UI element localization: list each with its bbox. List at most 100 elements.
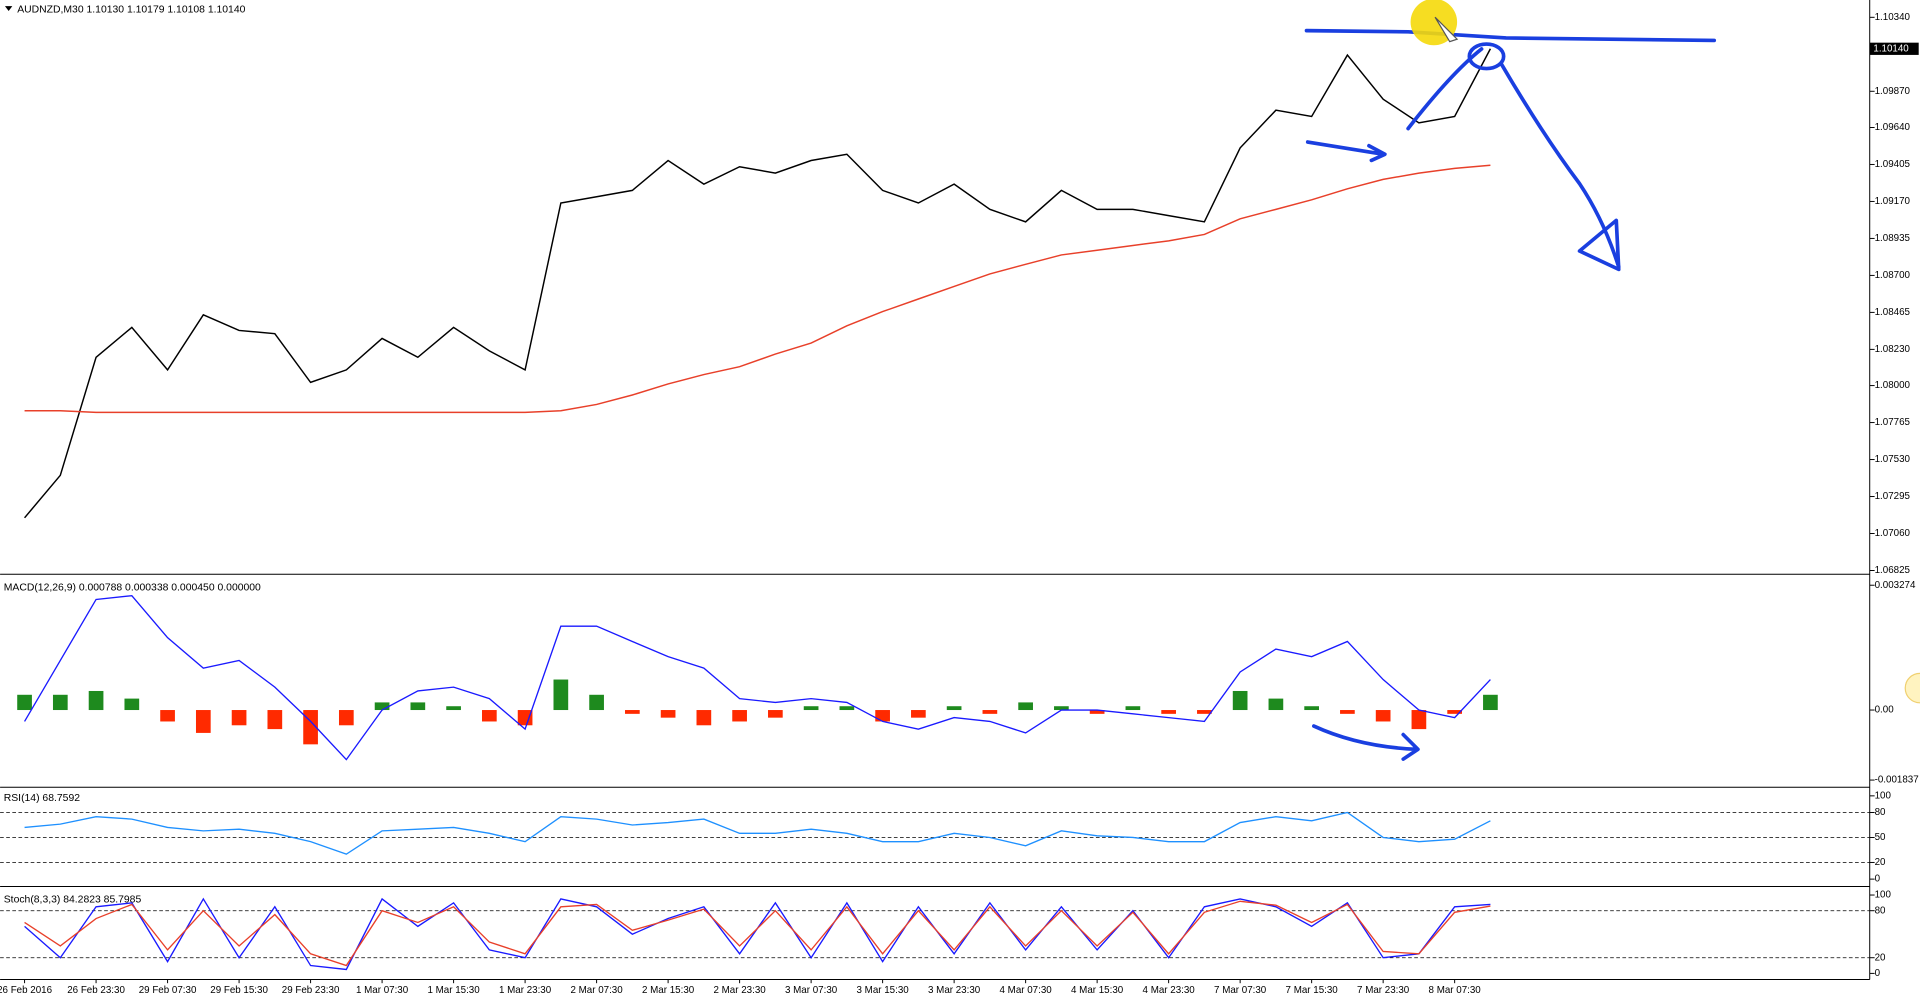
x-tick-label: 29 Feb 15:30	[210, 985, 268, 996]
x-tick-label: 7 Mar 15:30	[1286, 985, 1339, 996]
y-tick-label: 1.09405	[1875, 159, 1911, 170]
histogram-bar	[553, 679, 569, 711]
histogram-bar	[696, 710, 712, 726]
y-tick-label: 1.07765	[1875, 417, 1911, 428]
x-tick-label: 26 Feb 2016	[0, 985, 53, 996]
y-tick-label: 1.08700	[1875, 270, 1911, 281]
hand-annotations	[1304, 28, 1717, 761]
histogram-bar	[517, 710, 533, 726]
y-tick-label: 0	[1875, 874, 1881, 885]
x-tick-label: 1 Mar 15:30	[427, 985, 480, 996]
x-tick-label: 29 Feb 23:30	[282, 985, 340, 996]
histogram-bar	[1411, 710, 1427, 730]
x-tick-label: 3 Mar 15:30	[857, 985, 910, 996]
x-tick-label: 4 Mar 15:30	[1071, 985, 1124, 996]
price-title: AUDNZD,M30 1.10130 1.10179 1.10108 1.101…	[17, 5, 245, 16]
histogram-bar	[1054, 706, 1069, 711]
x-tick-label: 29 Feb 07:30	[139, 985, 197, 996]
y-tick-label: 1.10340	[1875, 12, 1911, 23]
x-tick-label: 3 Mar 07:30	[785, 985, 838, 996]
y-tick-label: 100	[1875, 890, 1892, 901]
histogram-bar	[803, 706, 819, 711]
histogram-bar	[911, 710, 926, 718]
histogram-bar	[1304, 706, 1319, 711]
series-line	[23, 594, 1491, 761]
y-tick-label: -0.001837	[1875, 775, 1919, 786]
histogram-bar	[338, 710, 354, 726]
last-price-label: 1.10140	[1873, 43, 1909, 54]
y-tick-label: 100	[1875, 790, 1892, 801]
histogram-bar	[660, 710, 676, 718]
resistance-stroke	[1304, 28, 1717, 43]
histogram-bar	[446, 706, 461, 711]
histogram-bar	[1089, 710, 1105, 714]
histogram-bar	[195, 710, 211, 733]
histogram-bar	[732, 710, 747, 722]
x-tick-label: 1 Mar 23:30	[499, 985, 552, 996]
x-tick-label: 2 Mar 07:30	[570, 985, 623, 996]
histogram-bar	[875, 710, 890, 722]
histogram-bar	[267, 710, 283, 730]
y-tick-label: 20	[1875, 952, 1886, 963]
histogram-bar	[17, 694, 32, 711]
y-tick-label: 1.07530	[1875, 454, 1911, 465]
series-line	[24, 900, 1491, 967]
y-tick-label: 20	[1875, 857, 1886, 868]
y-tick-label: 0	[1875, 968, 1881, 979]
histogram-bar	[625, 710, 640, 714]
histogram-bar	[1197, 710, 1212, 714]
x-tick-label: 8 Mar 07:30	[1429, 985, 1482, 996]
y-tick-label: 50	[1875, 832, 1886, 843]
histogram-bar	[1447, 710, 1462, 714]
x-tick-label: 7 Mar 23:30	[1357, 985, 1410, 996]
x-tick-label: 4 Mar 07:30	[1000, 985, 1053, 996]
under-arrow	[1305, 140, 1387, 163]
histogram-bar	[160, 710, 175, 722]
histogram-bar	[374, 702, 390, 711]
histogram-bar	[589, 694, 604, 711]
histogram-bar	[1375, 710, 1391, 722]
histogram-bar	[88, 690, 104, 711]
histogram-bar	[768, 710, 783, 718]
last-price-tag	[1869, 42, 1919, 55]
x-tick-label: 4 Mar 23:30	[1143, 985, 1196, 996]
y-tick-label: 1.09870	[1875, 86, 1911, 97]
x-tick-label: 26 Feb 23:30	[67, 985, 125, 996]
histogram-bar	[52, 694, 68, 711]
y-tick-label: 1.06825	[1875, 565, 1911, 576]
x-tick-label: 2 Mar 15:30	[642, 985, 695, 996]
x-tick-label: 3 Mar 23:30	[928, 985, 981, 996]
x-tick-label: 2 Mar 23:30	[714, 985, 767, 996]
histogram-bar	[1018, 702, 1033, 711]
symbol-dropdown[interactable]	[4, 6, 13, 12]
histogram-bar	[1483, 694, 1498, 711]
histogram-bar	[946, 706, 962, 711]
rsi-title: RSI(14) 68.7592	[4, 793, 80, 804]
y-tick-label: 1.08000	[1875, 380, 1911, 391]
stoch-title: Stoch(8,3,3) 84.2823 85.7985	[4, 895, 142, 906]
macd-title: MACD(12,26,9) 0.000788 0.000338 0.000450…	[4, 582, 261, 593]
circle-stroke	[1467, 42, 1506, 71]
y-tick-label: 1.08230	[1875, 344, 1911, 355]
series-line	[24, 48, 1492, 519]
histogram-bar	[982, 710, 998, 714]
histogram-bar	[839, 706, 855, 711]
histogram-bar	[1161, 710, 1176, 714]
down-stroke	[1406, 47, 1621, 269]
y-tick-label: 1.09170	[1875, 196, 1911, 207]
y-tick-label: 1.07060	[1875, 528, 1911, 539]
series-line	[24, 811, 1491, 855]
histogram-bar	[1340, 710, 1355, 714]
histogram-bar	[410, 702, 426, 711]
y-tick-label: 80	[1875, 807, 1886, 818]
y-tick-label: 0.003274	[1875, 580, 1916, 591]
x-tick-label: 7 Mar 07:30	[1214, 985, 1267, 996]
histogram-bar	[124, 698, 140, 711]
y-tick-label: 1.07295	[1875, 491, 1911, 502]
y-tick-label: 80	[1875, 905, 1886, 916]
y-tick-label: 1.08935	[1875, 233, 1911, 244]
histogram-bar	[1232, 690, 1248, 711]
